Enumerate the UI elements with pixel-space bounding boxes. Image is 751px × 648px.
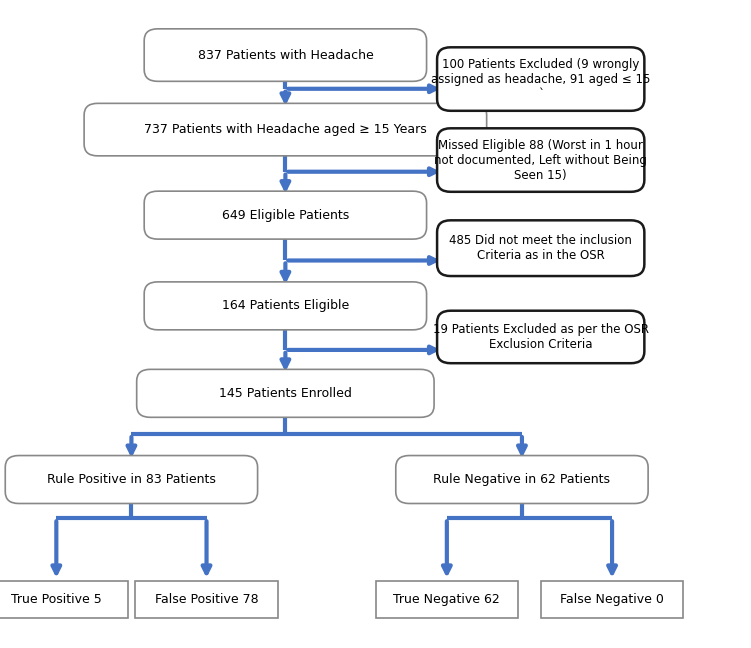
FancyBboxPatch shape [144, 29, 427, 81]
Text: False Negative 0: False Negative 0 [560, 593, 664, 606]
FancyBboxPatch shape [396, 456, 648, 503]
Bar [376, 581, 518, 618]
FancyBboxPatch shape [437, 220, 644, 276]
FancyBboxPatch shape [437, 128, 644, 192]
Text: 100 Patients Excluded (9 wrongly
assigned as headache, 91 aged ≤ 15
`: 100 Patients Excluded (9 wrongly assigne… [431, 58, 650, 100]
Text: 649 Eligible Patients: 649 Eligible Patients [222, 209, 349, 222]
Text: 837 Patients with Headache: 837 Patients with Headache [198, 49, 373, 62]
Text: 164 Patients Eligible: 164 Patients Eligible [222, 299, 349, 312]
Text: True Positive 5: True Positive 5 [11, 593, 101, 606]
FancyBboxPatch shape [5, 456, 258, 503]
FancyBboxPatch shape [144, 282, 427, 330]
Text: 145 Patients Enrolled: 145 Patients Enrolled [219, 387, 351, 400]
Text: 19 Patients Excluded as per the OSR
Exclusion Criteria: 19 Patients Excluded as per the OSR Excl… [433, 323, 649, 351]
Bar [541, 581, 683, 618]
FancyBboxPatch shape [437, 47, 644, 111]
FancyBboxPatch shape [437, 311, 644, 363]
FancyBboxPatch shape [84, 104, 487, 156]
Text: True Negative 62: True Negative 62 [394, 593, 500, 606]
Text: False Positive 78: False Positive 78 [155, 593, 258, 606]
FancyBboxPatch shape [144, 191, 427, 239]
Text: 485 Did not meet the inclusion
Criteria as in the OSR: 485 Did not meet the inclusion Criteria … [449, 234, 632, 262]
Text: Rule Positive in 83 Patients: Rule Positive in 83 Patients [47, 473, 216, 486]
Bar [0, 581, 128, 618]
FancyBboxPatch shape [137, 369, 434, 417]
Text: Missed Eligible 88 (Worst in 1 hour
not documented, Left without Being
Seen 15): Missed Eligible 88 (Worst in 1 hour not … [434, 139, 647, 181]
Bar [135, 581, 278, 618]
Text: Rule Negative in 62 Patients: Rule Negative in 62 Patients [433, 473, 611, 486]
Text: 737 Patients with Headache aged ≥ 15 Years: 737 Patients with Headache aged ≥ 15 Yea… [144, 123, 427, 136]
